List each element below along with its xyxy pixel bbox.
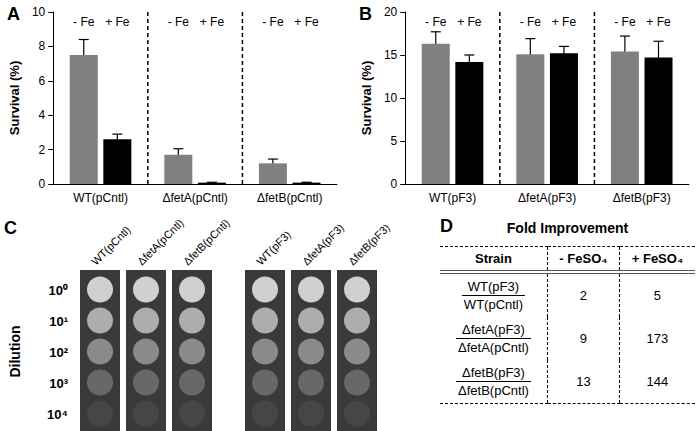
svg-text:Dilution: Dilution bbox=[7, 325, 23, 377]
svg-text:0: 0 bbox=[39, 177, 46, 191]
svg-text:10: 10 bbox=[384, 91, 398, 105]
svg-text:20: 20 bbox=[384, 5, 398, 19]
svg-text:WT(pCntl): WT(pCntl) bbox=[89, 223, 133, 267]
svg-text:10⁰: 10⁰ bbox=[49, 283, 68, 298]
svg-text:- Fe: - Fe bbox=[168, 15, 190, 29]
html-text:ΔfetA(pF3): ΔfetA(pF3) bbox=[462, 322, 525, 337]
svg-text:+ Fe: + Fe bbox=[200, 15, 225, 29]
svg-text:Survival (%): Survival (%) bbox=[7, 61, 22, 135]
svg-text:+ Fe: + Fe bbox=[552, 15, 577, 29]
svg-text:5: 5 bbox=[391, 134, 398, 148]
svg-text:4: 4 bbox=[39, 108, 46, 122]
svg-text:2: 2 bbox=[39, 143, 46, 157]
svg-text:0: 0 bbox=[391, 177, 398, 191]
svg-text:10¹: 10¹ bbox=[49, 314, 68, 329]
svg-text:10²: 10² bbox=[49, 345, 68, 360]
svg-text:15: 15 bbox=[384, 48, 398, 62]
svg-text:WT(pF3): WT(pF3) bbox=[254, 228, 293, 267]
svg-text:ΔfetA(pF3): ΔfetA(pF3) bbox=[300, 221, 346, 267]
html-text:Fold Improvement: Fold Improvement bbox=[506, 220, 629, 236]
svg-text:ΔfetB(pF3): ΔfetB(pF3) bbox=[613, 191, 671, 205]
svg-text:- Fe: - Fe bbox=[425, 15, 447, 29]
svg-text:ΔfetA(pCntl): ΔfetA(pCntl) bbox=[135, 217, 186, 268]
svg-text:ΔfetB(pF3): ΔfetB(pF3) bbox=[346, 221, 392, 267]
svg-text:C: C bbox=[4, 218, 17, 238]
svg-text:+ Fe: + Fe bbox=[646, 15, 671, 29]
svg-text:WT(pF3): WT(pF3) bbox=[429, 191, 476, 205]
svg-text:6: 6 bbox=[39, 74, 46, 88]
svg-text:+ Fe: + Fe bbox=[294, 15, 319, 29]
svg-text:B: B bbox=[359, 4, 372, 24]
html-text:WT(pCntl): WT(pCntl) bbox=[463, 297, 524, 312]
html-text:- FeSO₄: - FeSO₄ bbox=[559, 251, 608, 266]
svg-text:10⁴: 10⁴ bbox=[47, 407, 68, 422]
html-text:WT(pF3): WT(pF3) bbox=[467, 279, 520, 294]
html-text:5: 5 bbox=[653, 288, 661, 303]
svg-text:+ Fe: + Fe bbox=[105, 15, 130, 29]
html-text:+ FeSO₄: + FeSO₄ bbox=[631, 251, 684, 266]
svg-text:10³: 10³ bbox=[49, 376, 68, 391]
svg-text:- Fe: - Fe bbox=[520, 15, 542, 29]
svg-text:8: 8 bbox=[39, 39, 46, 53]
svg-text:Survival (%): Survival (%) bbox=[359, 61, 374, 135]
svg-text:A: A bbox=[7, 4, 20, 24]
html-text:ΔfetB(pCntl): ΔfetB(pCntl) bbox=[458, 383, 529, 398]
html-text:ΔfetB(pF3): ΔfetB(pF3) bbox=[462, 365, 525, 380]
html-text:Strain: Strain bbox=[475, 251, 512, 266]
svg-text:ΔfetA(pF3): ΔfetA(pF3) bbox=[518, 191, 576, 205]
html-text:13: 13 bbox=[576, 374, 591, 389]
html-text:2: 2 bbox=[579, 288, 587, 303]
svg-text:10: 10 bbox=[32, 5, 46, 19]
svg-text:ΔfetB(pCntl): ΔfetB(pCntl) bbox=[181, 217, 232, 268]
svg-text:- Fe: - Fe bbox=[262, 15, 284, 29]
svg-text:- Fe: - Fe bbox=[73, 15, 95, 29]
html-text:9: 9 bbox=[579, 331, 587, 346]
html-text:173: 173 bbox=[646, 331, 669, 346]
svg-text:WT(pCntl): WT(pCntl) bbox=[73, 191, 128, 205]
html-text:D: D bbox=[440, 216, 453, 236]
svg-text:ΔfetB(pCntl): ΔfetB(pCntl) bbox=[257, 191, 322, 205]
svg-text:ΔfetA(pCntl): ΔfetA(pCntl) bbox=[162, 191, 227, 205]
svg-text:+ Fe: + Fe bbox=[457, 15, 482, 29]
svg-text:- Fe: - Fe bbox=[614, 15, 636, 29]
html-text:144: 144 bbox=[646, 374, 669, 389]
html-text:ΔfetA(pCntl): ΔfetA(pCntl) bbox=[458, 340, 529, 355]
